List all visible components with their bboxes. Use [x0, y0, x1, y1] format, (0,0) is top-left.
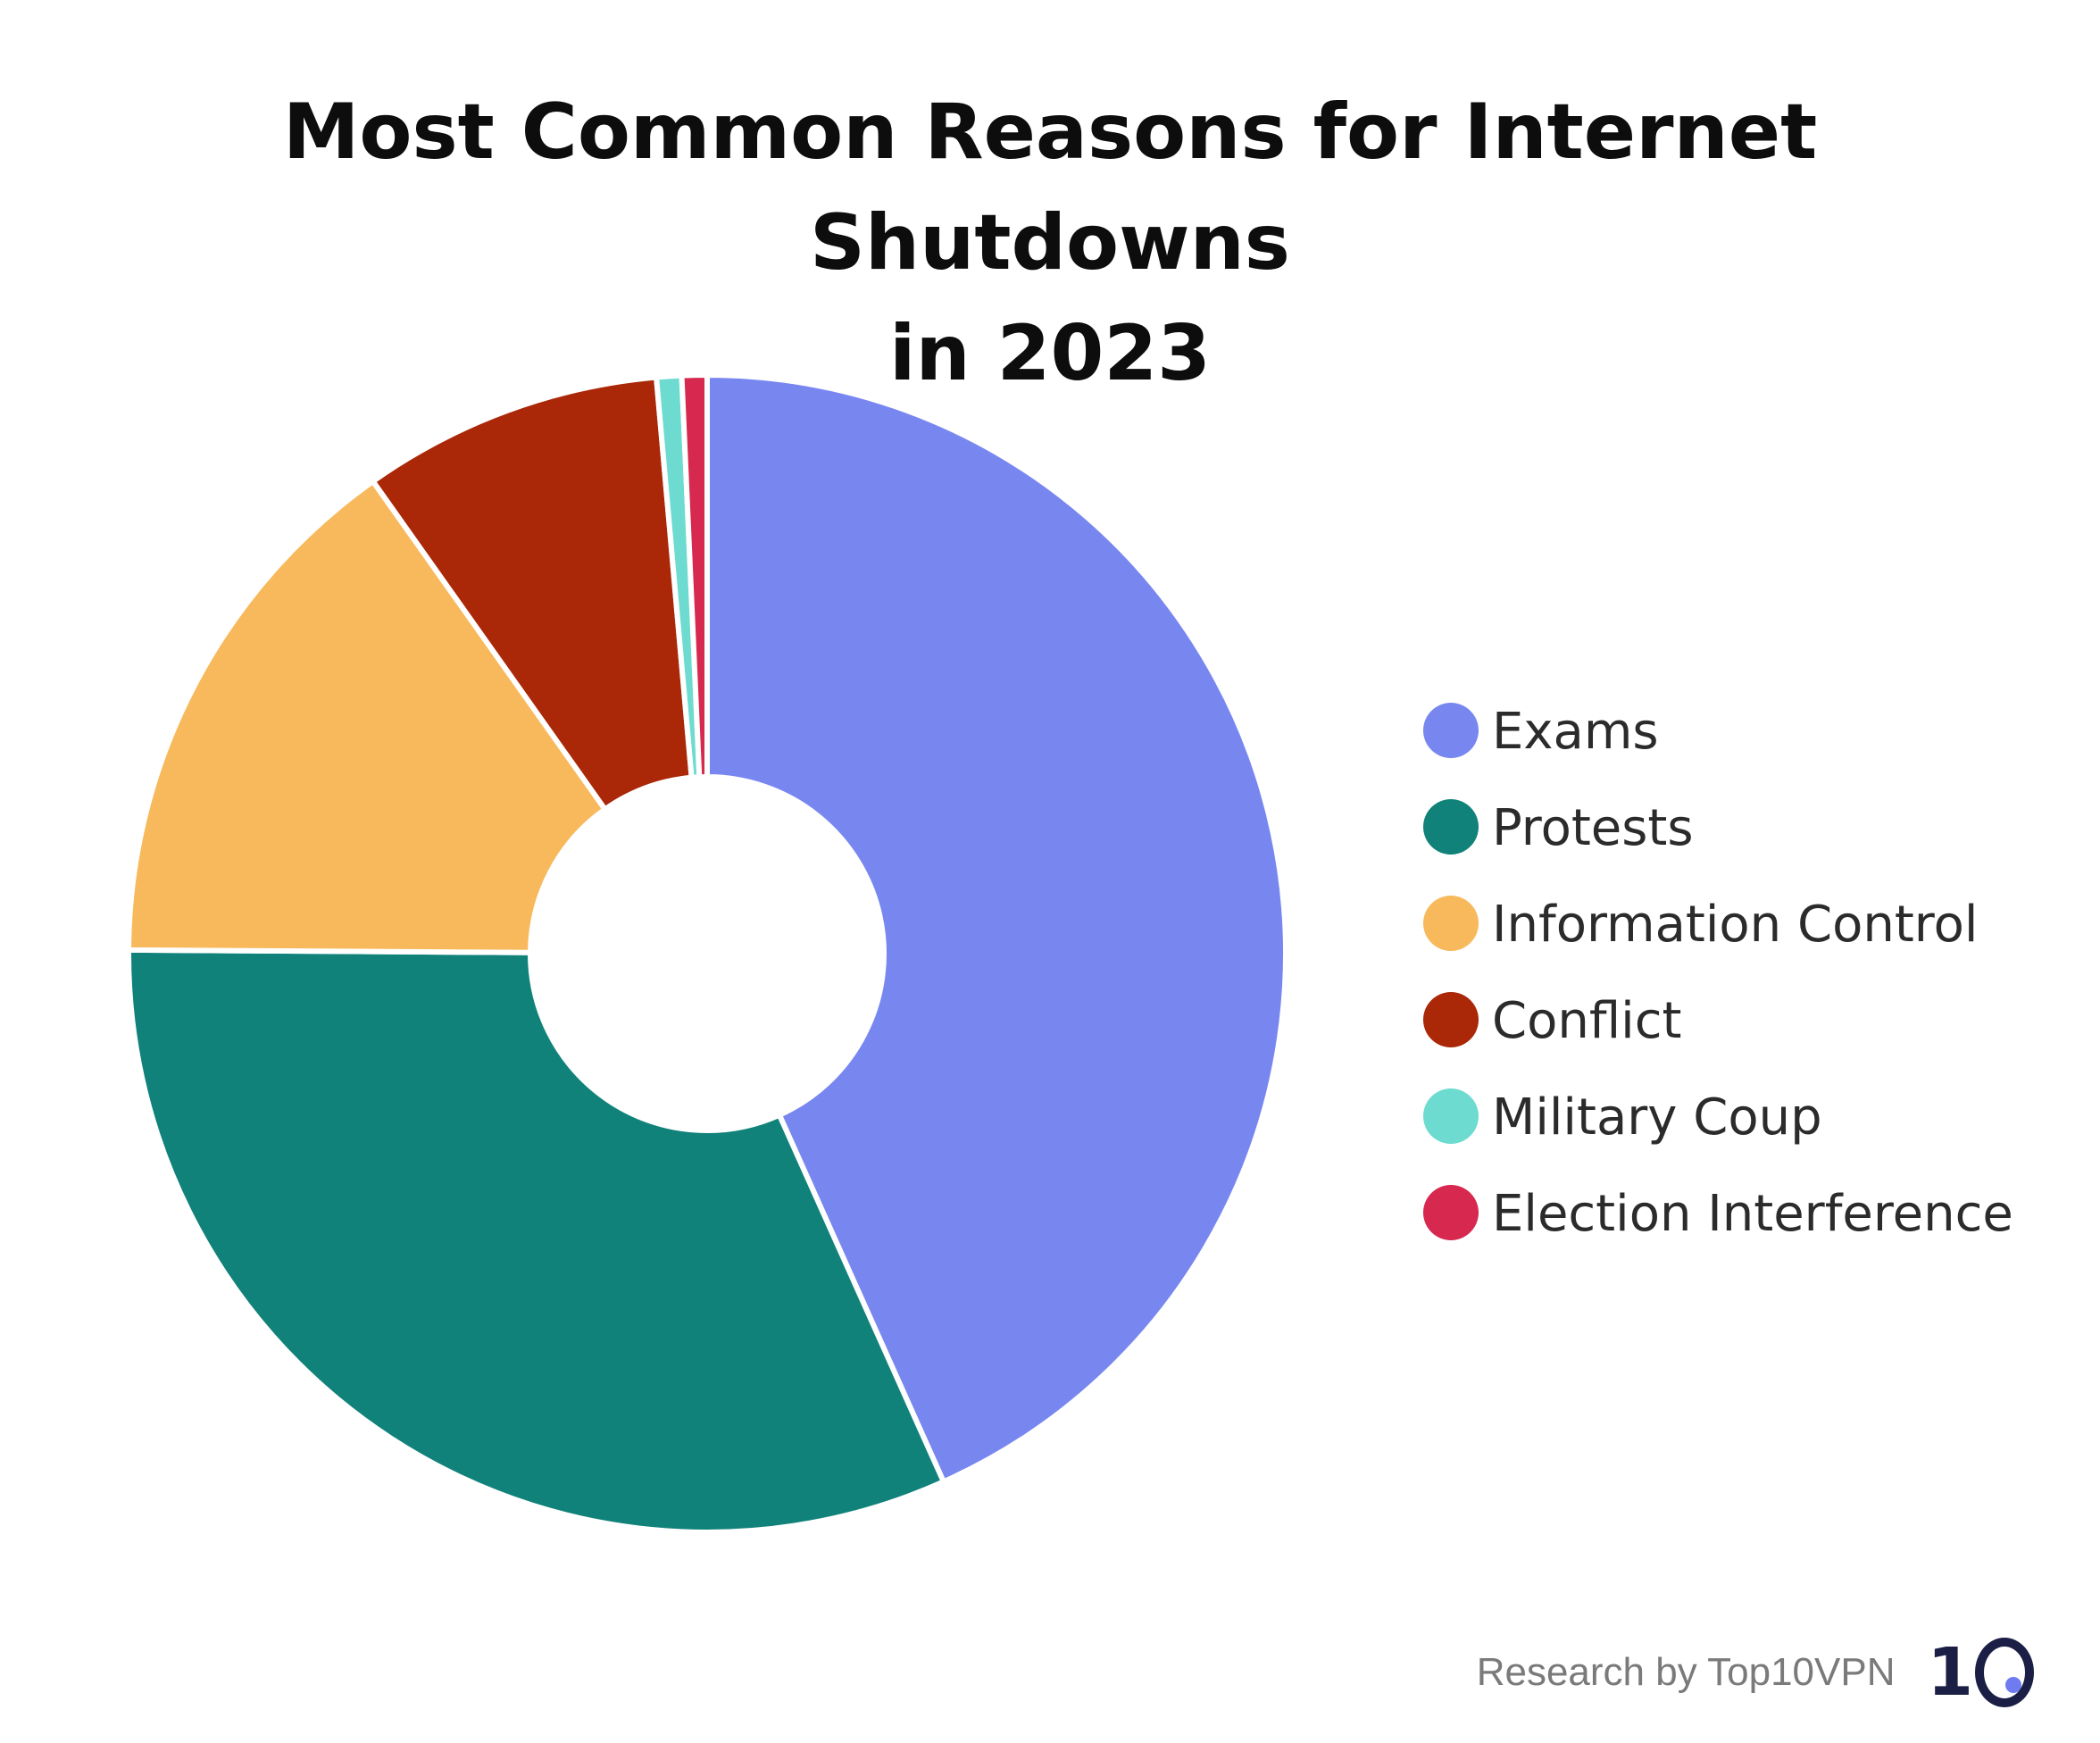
- slice-election-interference: [679, 372, 710, 780]
- chart-title-line-1: Most Common Reasons for Internet Shutdow…: [282, 88, 1818, 288]
- legend-marker-exams: [1423, 703, 1479, 758]
- legend-marker-military-coup: [1423, 1088, 1479, 1144]
- legend-label-exams: Exams: [1492, 703, 1659, 761]
- chart-title-line-2: in 2023: [889, 309, 1211, 398]
- legend-label-conflict: Conflict: [1492, 992, 1681, 1050]
- research-credit: Research by Top10VPN: [1476, 1650, 1896, 1694]
- logo-ring-icon: [1975, 1638, 2034, 1707]
- legend-marker-conflict: [1423, 992, 1479, 1047]
- legend-marker-information-control: [1423, 896, 1479, 951]
- donut-slices: [126, 372, 1288, 1535]
- legend-label-protests: Protests: [1492, 799, 1694, 857]
- chart-title: Most Common Reasons for Internet Shutdow…: [68, 77, 2032, 409]
- slice-exams: [704, 372, 1288, 1485]
- top10vpn-logo-icon: 1: [1927, 1634, 2034, 1711]
- legend-label-information-control: Information Control: [1492, 896, 1978, 954]
- slice-protests: [126, 947, 946, 1535]
- legend-label-military-coup: Military Coup: [1492, 1088, 1822, 1147]
- footer: Research by Top10VPN 1: [1477, 1638, 2034, 1707]
- legend-marker-election-interference: [1423, 1185, 1479, 1240]
- logo-dot-icon: [2005, 1677, 2021, 1693]
- legend-marker-protests: [1423, 799, 1479, 855]
- chart-legend: Exams Protests Information Control Conflict…: [1423, 703, 2013, 1243]
- slice-information-control: [126, 479, 608, 955]
- logo-text: 1: [1927, 1634, 1974, 1711]
- slice-conflict: [370, 374, 695, 813]
- legend-label-election-interference: Election Interference: [1492, 1185, 2013, 1243]
